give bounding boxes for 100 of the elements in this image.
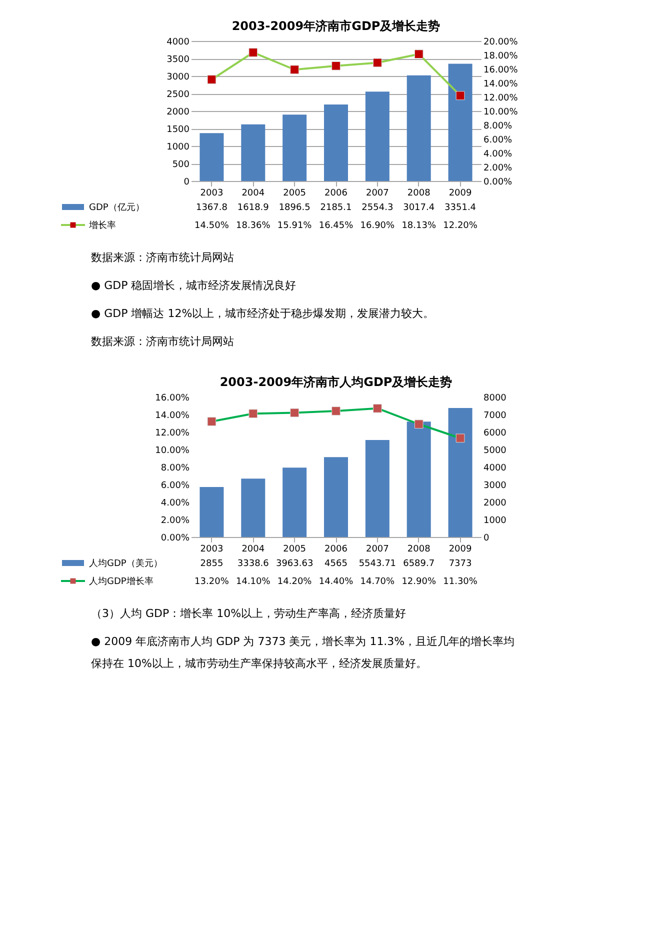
data-label: 16.45%	[318, 221, 354, 231]
data-label: 3017.4	[403, 203, 435, 213]
data-label: 4565	[324, 559, 348, 569]
x-tick-label: 2003	[200, 544, 224, 554]
bar	[406, 75, 431, 181]
y2-tick-label: 3000	[484, 481, 507, 491]
text: ● 2009 年底济南市人均 GDP 为 7373 美元，增长率为 11.3%，且近几年的增长率均保持在 10%以上，城市劳动生产率保持较高水平，经济发展质量好。	[91, 635, 515, 670]
y-tick-label: 3500	[166, 55, 190, 65]
x-tick-label: 2006	[324, 544, 348, 554]
data-label: 6589.7	[403, 559, 435, 569]
x-tick-label: 2007	[366, 544, 389, 554]
data-label: 14.50%	[194, 221, 230, 231]
data-label: 14.70%	[360, 577, 396, 587]
data-label: 13.20%	[194, 577, 230, 587]
legend-label: 人均GDP增长率	[89, 576, 154, 587]
source-note: 数据来源：济南市统计局网站	[91, 251, 234, 264]
y2-tick-label: 2.00%	[484, 164, 513, 174]
data-label: 7373	[448, 559, 472, 569]
y-tick-label: 4.00%	[160, 498, 190, 508]
y2-tick-label: 1000	[484, 516, 507, 526]
x-tick-label: 2005	[283, 544, 306, 554]
data-label: 14.10%	[236, 577, 271, 587]
y-tick-label: 2500	[166, 90, 190, 100]
bar	[200, 133, 224, 181]
y2-tick-label: 10.00%	[484, 108, 518, 118]
data-label: 12.20%	[443, 221, 478, 231]
legend-label: 人均GDP（美元）	[89, 558, 162, 569]
x-tick-label: 2004	[242, 188, 265, 198]
chart-title: 2003-2009年济南市GDP及增长走势	[232, 19, 440, 33]
y2-tick-label: 20.00%	[484, 38, 518, 48]
y-tick-label: 0.00%	[160, 534, 190, 544]
y-tick-label: 14.00%	[155, 411, 190, 421]
y2-tick-label: 4.00%	[484, 150, 513, 160]
x-tick-label: 2008	[407, 188, 431, 198]
data-label: 18.13%	[402, 221, 436, 231]
y-tick-label: 2000	[166, 108, 190, 118]
y-tick-label: 1000	[166, 142, 190, 152]
x-tick-label: 2009	[448, 188, 472, 198]
y2-tick-label: 8000	[484, 394, 507, 404]
bar	[365, 440, 390, 537]
y2-tick-label: 0	[484, 534, 490, 544]
bar	[406, 422, 431, 537]
bar	[241, 124, 266, 181]
y2-tick-label: 6000	[484, 428, 507, 438]
data-label: 1618.9	[237, 203, 270, 213]
x-tick-label: 2007	[366, 188, 389, 198]
bar	[282, 468, 307, 537]
data-label: 16.90%	[360, 221, 396, 231]
y2-tick-label: 6.00%	[484, 136, 513, 146]
y-tick-label: 0	[184, 178, 190, 188]
x-tick-label: 2009	[448, 544, 472, 554]
legend-label: 增长率	[88, 220, 116, 231]
data-label: 12.90%	[402, 577, 436, 587]
y-tick-label: 16.00%	[155, 394, 190, 404]
data-label: 2554.3	[362, 203, 394, 213]
x-tick-label: 2008	[407, 544, 431, 554]
data-label: 11.30%	[443, 577, 478, 587]
y2-tick-label: 2000	[484, 498, 507, 508]
data-label: 14.20%	[277, 577, 312, 587]
bar	[448, 408, 472, 537]
data-label: 5543.71	[358, 559, 396, 569]
y2-tick-label: 4000	[484, 464, 507, 474]
chart-title: 2003-2009年济南市人均GDP及增长走势	[220, 375, 452, 389]
text: ● GDP 稳固增长，城市经济发展情况良好	[91, 279, 296, 292]
bar	[448, 64, 472, 181]
y-tick-label: 8.00%	[160, 464, 190, 474]
data-label: 14.40%	[318, 577, 354, 587]
bar	[200, 487, 224, 537]
x-tick-label: 2006	[324, 188, 348, 198]
data-label: 18.36%	[236, 221, 271, 231]
data-label: 3963.63	[276, 559, 314, 569]
data-label: 3338.6	[237, 559, 270, 569]
y2-tick-label: 12.00%	[484, 94, 518, 104]
y2-tick-label: 18.00%	[484, 52, 518, 62]
data-label: 1367.8	[196, 203, 228, 213]
y-tick-label: 3000	[166, 72, 190, 82]
x-tick-label: 2004	[242, 544, 265, 554]
y2-tick-label: 0.00%	[484, 178, 513, 188]
y-tick-label: 6.00%	[160, 481, 190, 491]
y-tick-label: 4000	[166, 38, 190, 48]
y-tick-label: 10.00%	[155, 446, 190, 456]
legend-label: GDP（亿元）	[89, 202, 144, 213]
bar	[241, 478, 266, 537]
y2-tick-label: 14.00%	[484, 80, 518, 90]
y2-tick-label: 16.00%	[484, 66, 518, 76]
bar	[365, 92, 390, 181]
text: （3）人均 GDP：增长率 10%以上，劳动生产率高，经济质量好	[91, 607, 406, 620]
source-note: 数据来源：济南市统计局网站	[91, 335, 234, 348]
y2-tick-label: 7000	[484, 411, 507, 421]
y-tick-label: 1500	[166, 125, 190, 135]
y2-tick-label: 5000	[484, 446, 507, 456]
data-label: 2855	[200, 559, 224, 569]
data-label: 3351.4	[444, 203, 476, 213]
y-tick-label: 12.00%	[155, 428, 190, 438]
x-tick-label: 2005	[283, 188, 306, 198]
data-label: 2185.1	[320, 203, 352, 213]
x-tick-label: 2003	[200, 188, 224, 198]
y-tick-label: 500	[172, 160, 190, 170]
y-tick-label: 2.00%	[160, 516, 190, 526]
y2-tick-label: 8.00%	[484, 122, 513, 132]
